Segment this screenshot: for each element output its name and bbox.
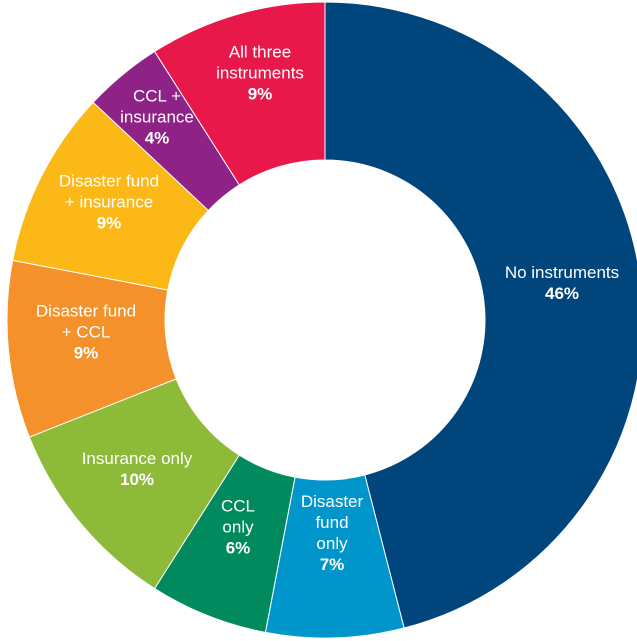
- slice-value-label: 9%: [248, 84, 273, 103]
- donut-hole: [165, 160, 485, 480]
- slice-label-group: Disaster fund + CCL 9%: [36, 301, 136, 362]
- slice-label-text: Disaster fund: [59, 171, 159, 190]
- slice-label-text: + CCL: [62, 322, 111, 341]
- slice-label-group: Disaster fund + insurance 9%: [59, 171, 159, 232]
- slice-value-label: 6%: [226, 538, 251, 557]
- slice-value-label: 7%: [320, 555, 345, 574]
- slice-value-label: 9%: [74, 343, 99, 362]
- slice-label-text: Insurance only: [82, 449, 193, 468]
- donut-slices: [6, 1, 637, 639]
- slice-label-text: No instruments: [505, 263, 619, 282]
- slice-label-text: only: [316, 534, 348, 553]
- slice-label-text: insurance: [120, 107, 194, 126]
- slice-label-group: All three instruments 9%: [216, 42, 304, 103]
- slice-label-text: Disaster: [301, 492, 364, 511]
- slice-label-text: All three: [229, 42, 291, 61]
- slice-value-label: 10%: [120, 470, 154, 489]
- slice-label-text: CCL +: [133, 86, 181, 105]
- slice-label-group: CCL + insurance 4%: [120, 86, 194, 147]
- slice-label-group: CCL only 6%: [221, 496, 255, 557]
- slice-label-group: No instruments 46%: [505, 263, 619, 303]
- slice-label-text: Disaster fund: [36, 301, 136, 320]
- slice-value-label: 46%: [545, 284, 579, 303]
- slice-labels: No instruments 46% Disaster fund only 7% CCL on…: [36, 42, 619, 574]
- slice-value-label: 9%: [97, 213, 122, 232]
- slice-label-text: + insurance: [65, 192, 153, 211]
- slice-label-text: instruments: [216, 63, 304, 82]
- slice-label-group: Disaster fund only 7%: [301, 492, 364, 574]
- slice-value-label: 4%: [145, 128, 170, 147]
- slice-label-text: only: [222, 517, 254, 536]
- slice-label-text: CCL: [221, 496, 255, 515]
- slice-label-text: fund: [315, 513, 348, 532]
- slice-label-group: Insurance only 10%: [82, 449, 193, 489]
